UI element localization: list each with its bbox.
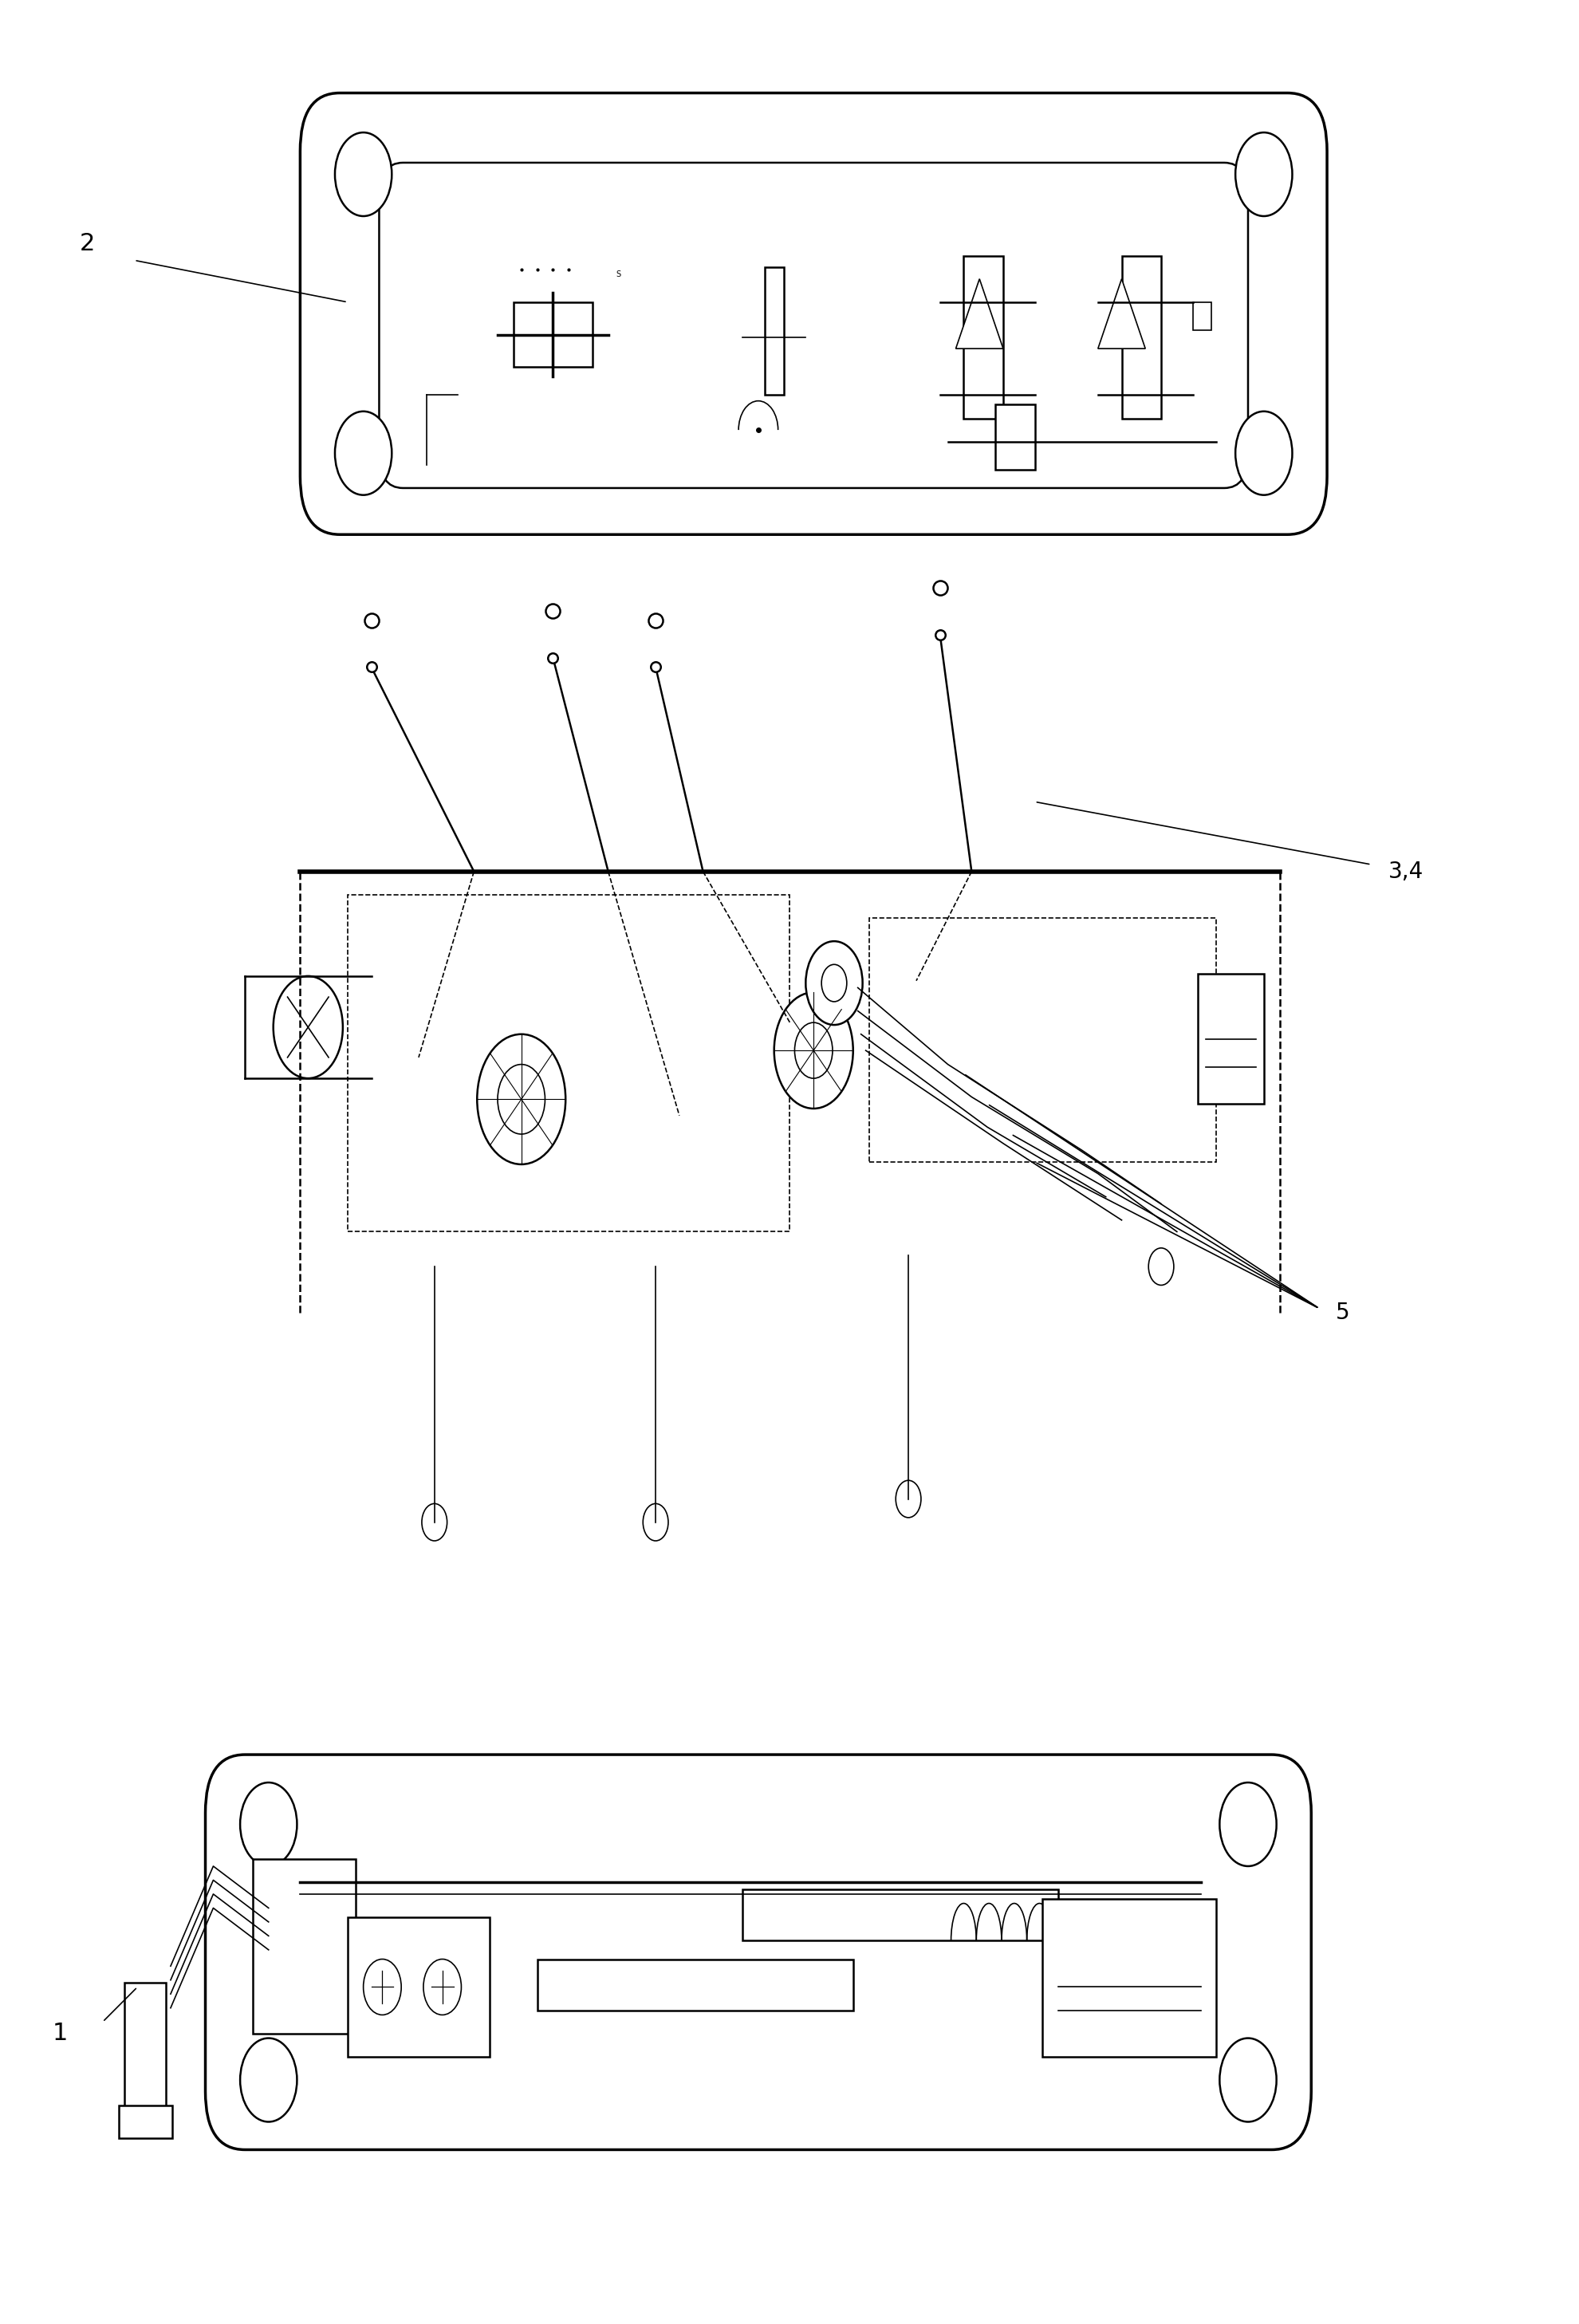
Circle shape bbox=[335, 132, 392, 216]
Circle shape bbox=[273, 976, 343, 1078]
Text: 3,4: 3,4 bbox=[1388, 860, 1423, 883]
Bar bbox=[118, 2106, 172, 2138]
Bar bbox=[347, 1917, 489, 2057]
Bar bbox=[537, 1959, 853, 2010]
Circle shape bbox=[422, 1504, 447, 1541]
Bar bbox=[125, 1982, 166, 2110]
Circle shape bbox=[423, 1959, 461, 2015]
Bar bbox=[764, 267, 783, 395]
Circle shape bbox=[1219, 1783, 1276, 1866]
Circle shape bbox=[240, 1783, 297, 1866]
Circle shape bbox=[821, 964, 846, 1002]
Bar bbox=[1042, 1899, 1216, 2057]
Text: 1: 1 bbox=[52, 2022, 68, 2045]
Circle shape bbox=[1235, 132, 1292, 216]
Bar bbox=[742, 1889, 1058, 1941]
Circle shape bbox=[497, 1064, 545, 1134]
Bar bbox=[963, 256, 1003, 418]
Bar bbox=[253, 1859, 355, 2034]
Circle shape bbox=[335, 411, 392, 495]
Circle shape bbox=[1235, 411, 1292, 495]
Circle shape bbox=[1219, 2038, 1276, 2122]
Text: S: S bbox=[616, 270, 621, 279]
Circle shape bbox=[1148, 1248, 1173, 1285]
Bar bbox=[1192, 302, 1211, 330]
Circle shape bbox=[240, 2038, 297, 2122]
Bar bbox=[347, 895, 790, 1232]
Bar bbox=[1121, 256, 1161, 418]
Circle shape bbox=[794, 1023, 832, 1078]
Text: 2: 2 bbox=[79, 232, 95, 256]
Polygon shape bbox=[1097, 279, 1145, 349]
Circle shape bbox=[363, 1959, 401, 2015]
Circle shape bbox=[895, 1480, 921, 1518]
Bar bbox=[995, 404, 1034, 469]
Circle shape bbox=[774, 992, 853, 1109]
Circle shape bbox=[805, 941, 862, 1025]
Circle shape bbox=[477, 1034, 565, 1164]
Bar bbox=[1197, 974, 1263, 1104]
Circle shape bbox=[643, 1504, 668, 1541]
Bar bbox=[513, 302, 592, 367]
Polygon shape bbox=[955, 279, 1003, 349]
Text: 5: 5 bbox=[1336, 1301, 1348, 1325]
Bar bbox=[868, 918, 1216, 1162]
